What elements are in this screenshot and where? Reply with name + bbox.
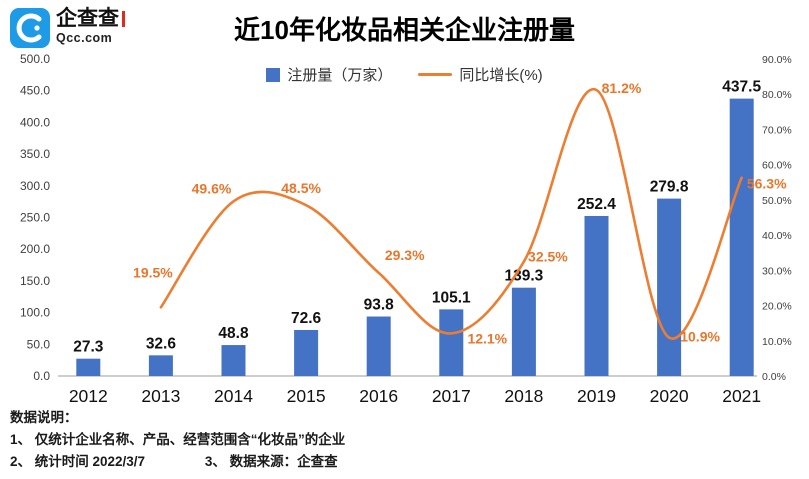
trend-line: [159, 88, 743, 340]
line-point-label: 56.3%: [747, 176, 787, 192]
x-axis-label: 2019: [577, 386, 616, 406]
x-axis-label: 2020: [650, 386, 689, 406]
qcc-logo-icon: [10, 8, 50, 48]
bar-value-label: 105.1: [432, 289, 471, 306]
y-axis-label-right: 40.0%: [762, 230, 792, 242]
y-axis-label-right: 90.0%: [762, 54, 792, 66]
y-axis-label-right: 80.0%: [762, 89, 792, 101]
notes: 数据说明： 1、 仅统计企业名称、产品、经营范围含“化妆品”的企业 2、 统计时…: [10, 407, 803, 473]
notes-line-1: 1、 仅统计企业名称、产品、经营范围含“化妆品”的企业: [10, 432, 346, 447]
bar-value-label: 48.8: [218, 325, 249, 342]
notes-line-2: 2、 统计时间 2022/3/7 3、 数据来源：企查查: [10, 451, 803, 473]
x-axis-label: 2015: [287, 386, 326, 406]
x-axis-label: 2017: [432, 386, 471, 406]
y-axis-label-right: 0.0%: [762, 371, 786, 383]
qcc-logo-glyph: [16, 13, 42, 43]
line-point-label: 29.3%: [385, 247, 425, 263]
x-axis-label: 2014: [214, 386, 253, 406]
bar: [148, 355, 173, 376]
x-axis-label: 2016: [359, 386, 398, 406]
bar: [729, 98, 754, 376]
bar: [221, 345, 246, 376]
y-axis-label-left: 300.0: [20, 179, 50, 193]
y-axis-label-right: 70.0%: [762, 124, 792, 136]
bar: [439, 309, 464, 376]
bar: [511, 287, 536, 376]
x-axis-label: 2012: [69, 386, 108, 406]
y-axis-label-left: 500.0: [20, 52, 50, 66]
y-axis-label-left: 200.0: [20, 242, 50, 256]
bar: [76, 358, 101, 376]
bar: [294, 329, 319, 376]
line-point-label: 19.5%: [133, 264, 173, 280]
bar: [366, 316, 391, 376]
notes-heading: 数据说明：: [10, 410, 78, 425]
chart-area: 注册量（万家） 同比增长(%) 500.0 450.0 400.0 350.0 300.…: [0, 46, 809, 410]
y-axis-label-left: 100.0: [20, 306, 50, 320]
bar-value-label: 93.8: [364, 297, 395, 314]
bar-value-label: 72.6: [291, 310, 322, 327]
logo-brand: 企查查: [56, 7, 119, 30]
legend-line-label: 同比增长(%): [459, 67, 543, 84]
bar-value-label: 139.3: [505, 268, 544, 285]
line-point-label: 81.2%: [602, 80, 642, 96]
line-series-swatch: [418, 73, 453, 76]
x-axis-label: 2013: [141, 386, 180, 406]
line-point-label: 32.5%: [528, 249, 568, 265]
legend-item-line: 同比增长(%): [418, 64, 543, 85]
logo-accent-bar: [122, 11, 125, 28]
line-point-label: 12.1%: [467, 330, 507, 346]
y-axis-label-left: 400.0: [20, 115, 50, 129]
y-axis-label-left: 450.0: [20, 84, 50, 98]
y-axis-label-left: 250.0: [20, 211, 50, 225]
legend-item-bar: 注册量（万家）: [266, 64, 392, 85]
notes-line-2b: 3、 数据来源：企查查: [204, 454, 338, 469]
y-axis-label-left: 0.0: [33, 369, 50, 383]
y-axis-label-left: 150.0: [20, 274, 50, 288]
line-point-label: 10.9%: [680, 329, 720, 345]
bar-series-swatch: [266, 67, 281, 82]
bar-value-label: 27.3: [73, 339, 104, 356]
line-point-label: 49.6%: [192, 180, 232, 196]
y-axis-label-left: 350.0: [20, 147, 50, 161]
x-axis-label: 2021: [722, 386, 761, 406]
bar: [584, 215, 609, 376]
line-point-label: 48.5%: [281, 180, 321, 196]
legend-bar-label: 注册量（万家）: [287, 67, 393, 84]
logo-domain: Qcc.com: [56, 31, 113, 46]
bar: [657, 198, 682, 376]
x-axis-label: 2018: [504, 386, 543, 406]
bar-value-label: 32.6: [146, 335, 177, 352]
logo-text: 企查查 Qcc.com: [56, 7, 125, 46]
bar-value-label: 437.5: [722, 79, 761, 96]
chart-canvas: 500.0 450.0 400.0 350.0 300.0 250.0 200.0 150.0…: [20, 52, 792, 406]
bar-value-label: 252.4: [577, 196, 616, 213]
y-axis-label-right: 30.0%: [762, 265, 792, 277]
y-axis-label-right: 50.0%: [762, 195, 792, 207]
chart-legend: 注册量（万家） 同比增长(%): [0, 64, 809, 85]
y-axis-label-right: 10.0%: [762, 336, 792, 348]
y-axis-label-right: 20.0%: [762, 301, 792, 313]
notes-line-2a: 2、 统计时间 2022/3/7: [10, 454, 146, 469]
y-axis-label-left: 50.0: [27, 337, 51, 351]
y-axis-label-right: 60.0%: [762, 160, 792, 172]
logo: 企查查 Qcc.com: [10, 7, 125, 48]
bar-value-label: 279.8: [650, 179, 689, 196]
chart-title: 近10年化妆品相关企业注册量: [234, 15, 575, 45]
